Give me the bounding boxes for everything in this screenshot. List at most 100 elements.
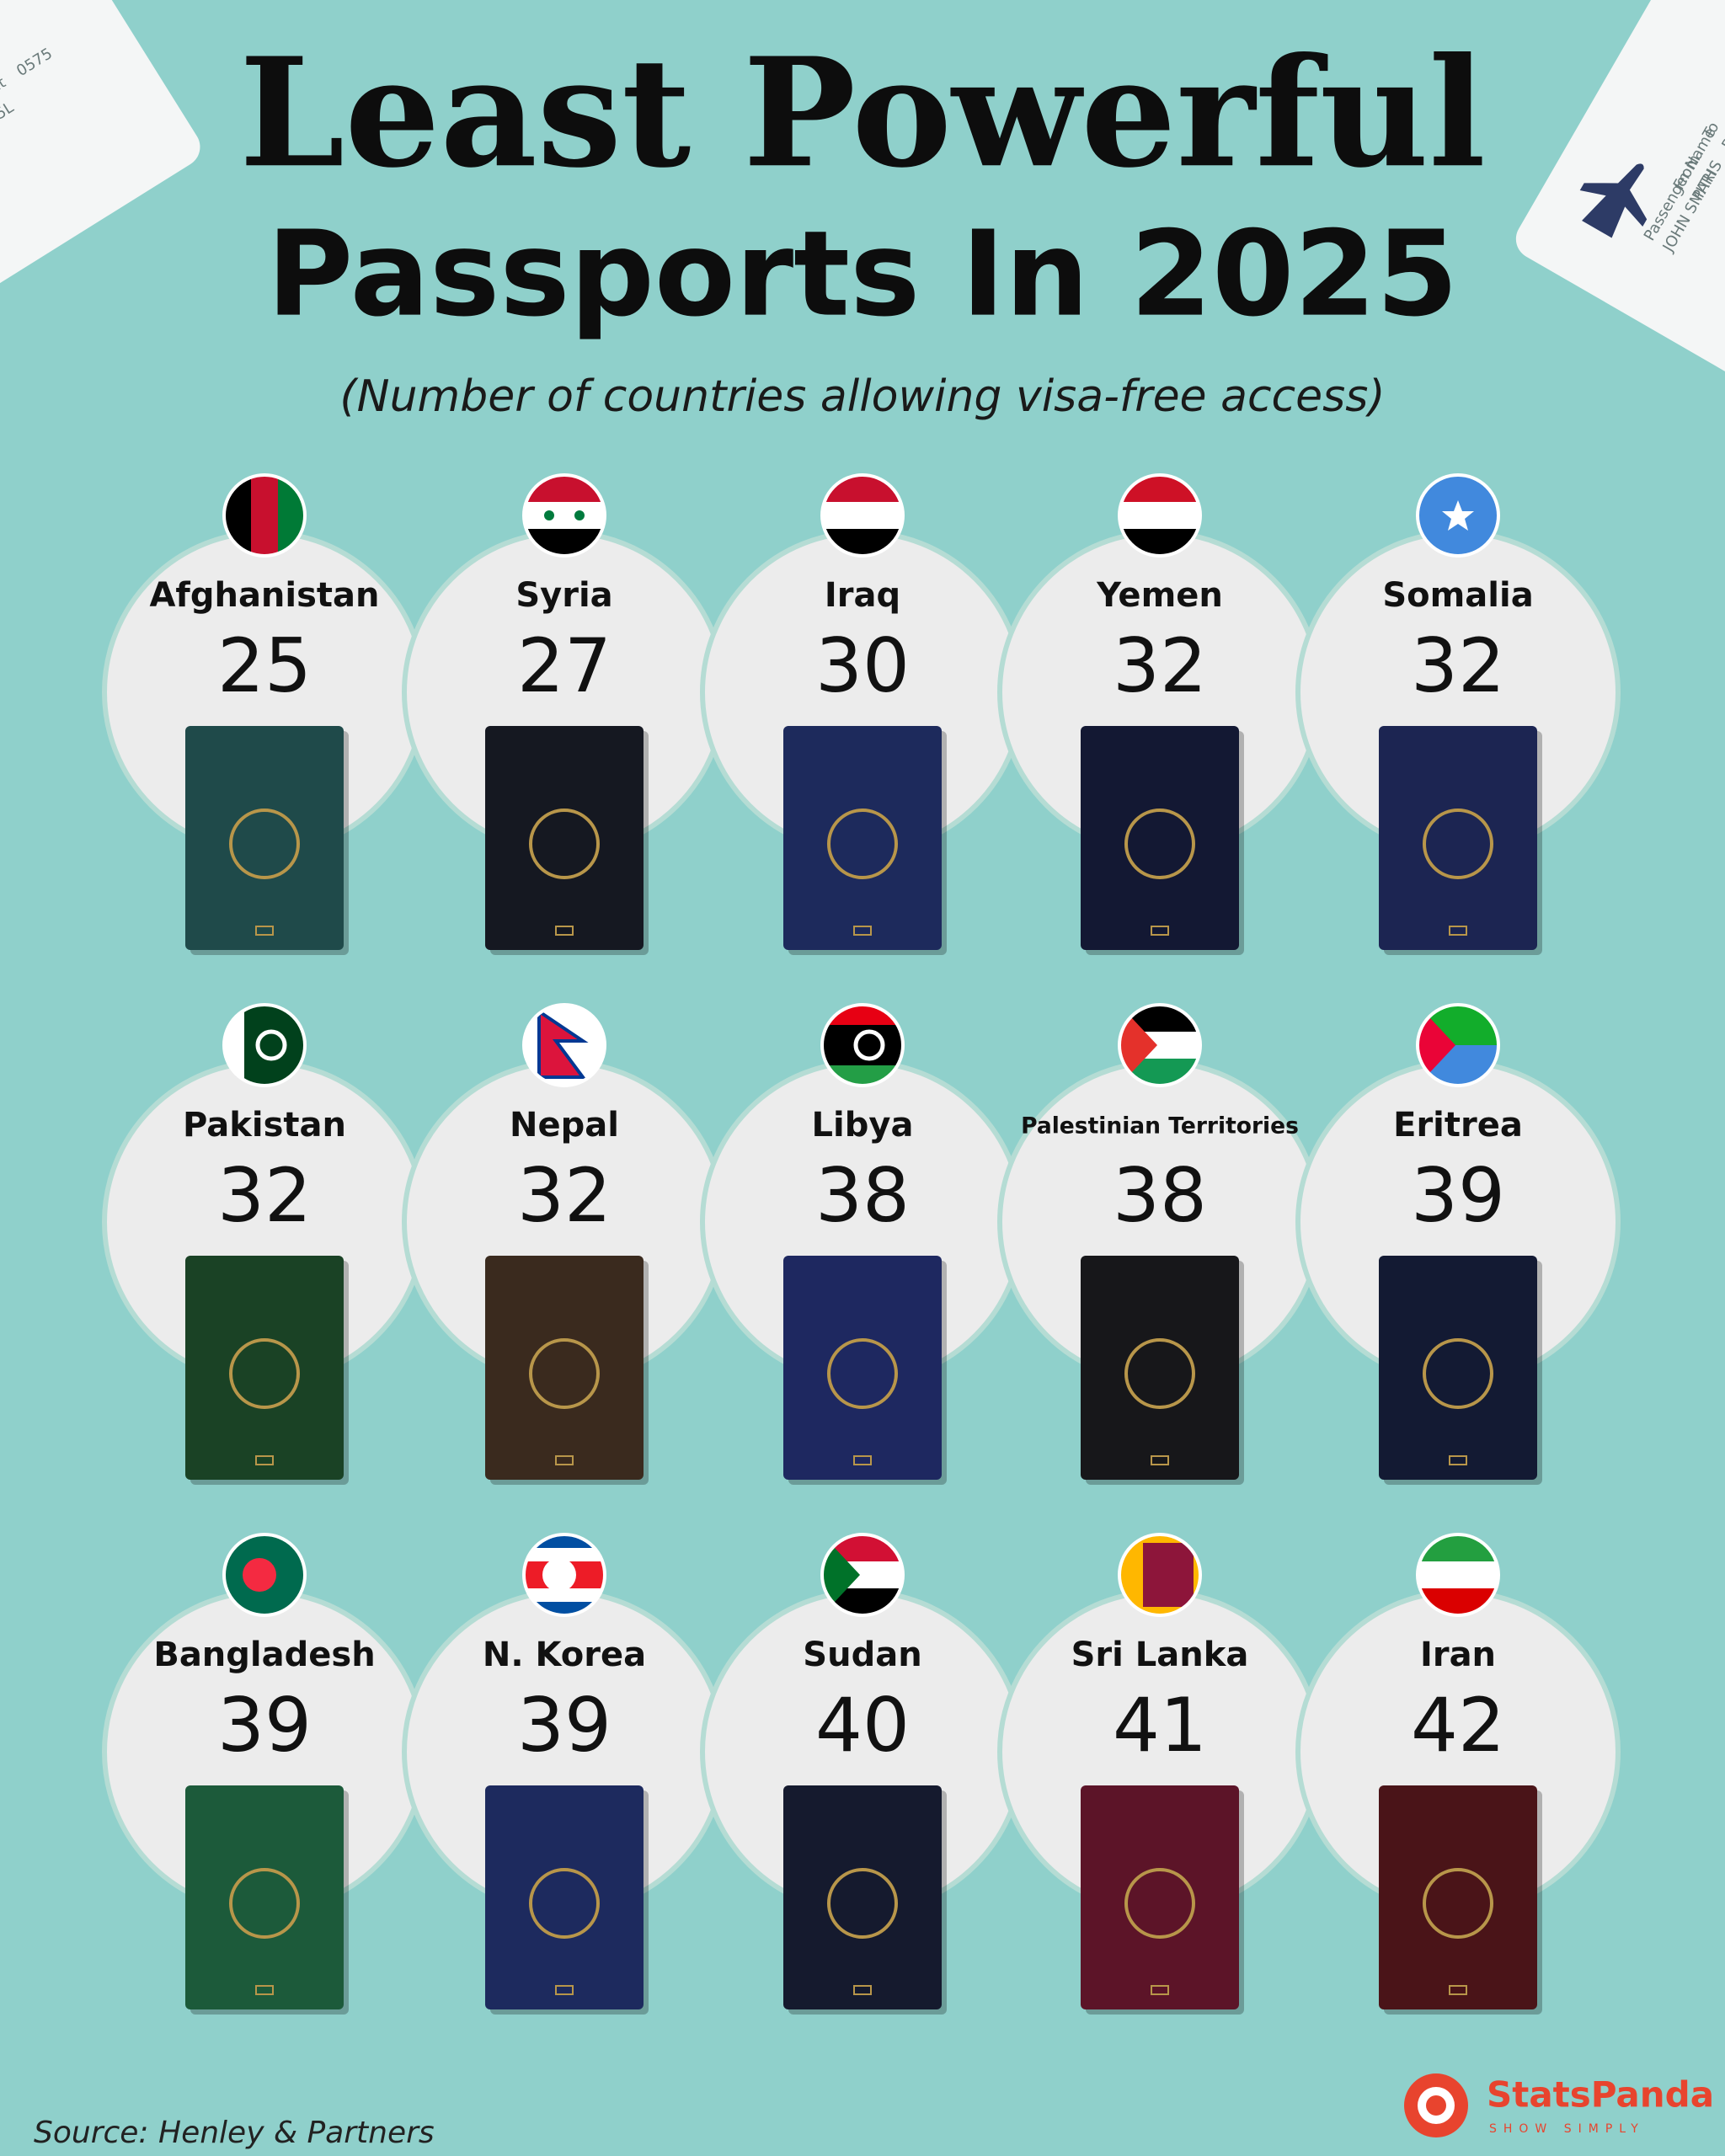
flag-border [222,1533,307,1617]
passport-emblem [1124,808,1195,879]
passport-emblem [529,1868,600,1939]
flag [1418,475,1498,556]
passport-chip [555,1985,574,1995]
flag-border [1118,473,1202,558]
passport-emblem [827,808,898,879]
passport-emblem [1423,1868,1493,1939]
flag-disc [243,1558,276,1592]
flag-stripe [1119,502,1200,530]
country-name: Iran [1420,1636,1496,1674]
visa-free-count: 42 [1411,1682,1505,1769]
flag-shape [537,1008,589,1079]
country-card: Libya 38 [700,1003,1025,1485]
passport-chip [1449,1455,1467,1465]
flag-triangle [1418,1005,1455,1086]
country-card: Iraq 30 [700,473,1025,955]
visa-free-count: 30 [815,622,910,709]
flag-border [222,473,307,558]
country-name: Nepal [510,1106,619,1145]
grid: Afghanistan25Syria27Iraq30Yemen32Somalia… [102,473,1621,2015]
flag-stripe [524,1588,605,1603]
country-name: Sri Lanka [1071,1636,1249,1674]
country-name: Eritrea [1393,1106,1523,1145]
flag-border [1416,1533,1500,1617]
passport [185,1785,344,2009]
flag-border [522,473,606,558]
ticket-card [0,0,200,334]
passport [783,1256,942,1480]
passport-emblem [229,1868,300,1939]
country-name: Syria [515,576,612,615]
visa-free-count: 38 [1113,1152,1207,1239]
flag-stripe [822,502,903,530]
passport [783,726,942,950]
passport-chip [1449,1985,1467,1995]
flag-star [1442,500,1474,531]
title: Passports In 2025 [267,206,1459,344]
passport-emblem [229,808,300,879]
country-card: Sri Lanka 41 [997,1533,1322,2015]
passport-chip [1151,926,1169,936]
title: Least Powerful [239,24,1486,200]
visa-free-count: 39 [517,1682,611,1769]
flag-stripe [251,475,279,556]
passport-chip [853,1455,872,1465]
flag-border [820,1533,905,1617]
passport-emblem [1423,808,1493,879]
passport [1379,726,1537,950]
flag-stripe [244,1005,265,1086]
country-name: N. Korea [483,1636,646,1674]
passport [1379,1256,1537,1480]
flag-triangle [1119,1005,1157,1086]
country-name: Iraq [825,576,900,615]
passport-emblem [529,1338,600,1409]
flag-border [820,473,905,558]
passport-emblem [827,1338,898,1409]
flag-border [1118,1003,1202,1087]
passport [185,726,344,950]
passport [1081,726,1239,950]
flag-stripe [264,1005,286,1086]
flag-stripe [1418,1561,1498,1589]
flag [224,1534,305,1615]
flag-border [1416,473,1500,558]
flag-star [574,510,585,520]
country-card: Pakistan 32 [102,1003,427,1485]
country-name: Libya [812,1106,914,1145]
country-card: N. Korea 39 [402,1533,727,2015]
passport [485,1785,644,2009]
source: Source: Henley & Partners [34,2116,435,2150]
passport-chip [853,926,872,936]
passport-chip [555,1455,574,1465]
country-name: Yemen [1096,576,1223,615]
logo-icon [1426,2095,1446,2116]
passport [1081,1256,1239,1480]
visa-free-count: 25 [217,622,312,709]
passport-emblem [1423,1338,1493,1409]
passport-chip [1151,1985,1169,1995]
country-card: Iran 42 [1295,1533,1621,2015]
passport-emblem [529,808,600,879]
flag [1119,475,1200,556]
country-name: Sudan [803,1636,921,1674]
passport [485,1256,644,1480]
passport [783,1785,942,2009]
passport [1081,1785,1239,2009]
visa-free-count: 38 [815,1152,910,1239]
flag [1119,1534,1200,1615]
subtitle: (Number of countries allowing visa-free … [339,371,1385,422]
passport [485,726,644,950]
passport-emblem [1124,1868,1195,1939]
brand-logo: StatsPanda SHOW SIMPLY [1404,2073,1714,2137]
visa-free-count: 27 [517,622,611,709]
passport-chip [255,1985,274,1995]
visa-free-count: 39 [1411,1152,1505,1239]
country-card: Eritrea 39 [1295,1003,1621,1485]
passport [185,1256,344,1480]
passport-chip [555,926,574,936]
country-card: Sudan 40 [700,1533,1025,2015]
flag [822,475,903,556]
country-card: Bangladesh 39 [102,1533,427,2015]
